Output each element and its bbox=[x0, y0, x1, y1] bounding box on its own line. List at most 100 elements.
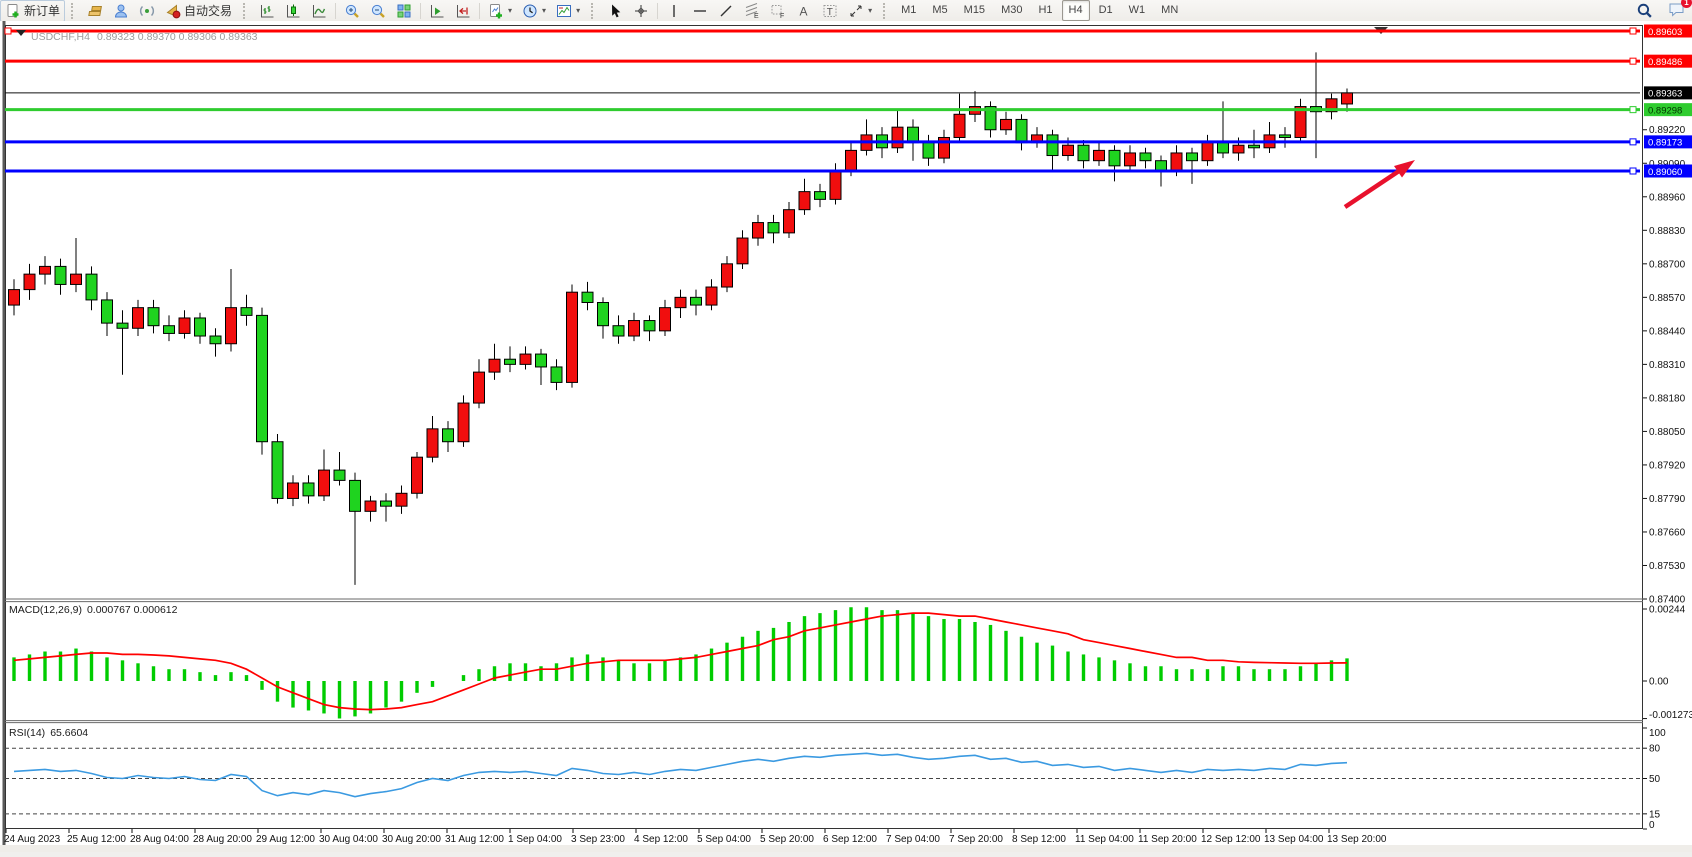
tile-windows-button[interactable] bbox=[391, 0, 417, 22]
signal-icon bbox=[139, 5, 155, 16]
timeframe-button-M15[interactable]: M15 bbox=[963, 4, 986, 16]
timeframe-button-H4[interactable]: H4 bbox=[1061, 0, 1090, 21]
chart-canvas[interactable]: 0.89220 0.89090 0.88960 0.88830 0.88700 0.885… bbox=[0, 21, 1692, 853]
candle bbox=[504, 358, 516, 365]
candle bbox=[194, 317, 206, 337]
time-axis-label: 24 Aug 2023 bbox=[4, 834, 61, 845]
horizontal-line-icon bbox=[694, 9, 707, 12]
bar-chart-mode-button[interactable] bbox=[254, 0, 280, 22]
text-a-glyph: A bbox=[800, 4, 808, 18]
timeframe-button-M5[interactable]: M5 bbox=[932, 4, 948, 16]
rsi-axis-tick-label: 80 bbox=[1649, 744, 1661, 755]
candle bbox=[1294, 106, 1307, 138]
candle bbox=[705, 286, 718, 306]
candle bbox=[581, 291, 594, 303]
charts-button[interactable] bbox=[82, 0, 108, 22]
notifications-button[interactable]: 1 bbox=[1668, 0, 1692, 20]
price-axis-tick-label: 0.88440 bbox=[1649, 326, 1686, 337]
fibo-expansion-icon: E bbox=[745, 2, 759, 19]
candle bbox=[1232, 144, 1245, 154]
horizontal-line-tool-button[interactable] bbox=[687, 0, 713, 22]
chart-frame bbox=[0, 21, 1692, 853]
window-left-edge bbox=[2, 21, 6, 852]
new-order-button[interactable]: 新订单 bbox=[0, 0, 66, 22]
arrows-tool-button[interactable]: ▾ bbox=[843, 0, 877, 22]
price-badge-label: 0.89363 bbox=[1648, 89, 1682, 100]
time-axis-label: 30 Aug 20:00 bbox=[382, 834, 441, 845]
rsi-pane[interactable] bbox=[5, 747, 1643, 815]
price-badge bbox=[1644, 86, 1692, 100]
fibo-e-glyph: E bbox=[754, 13, 759, 19]
zoom-out-button[interactable] bbox=[365, 0, 391, 22]
chart-shift-button[interactable] bbox=[450, 0, 476, 22]
profiles-button[interactable] bbox=[108, 0, 134, 22]
vertical-line-tool-button[interactable] bbox=[661, 0, 687, 22]
timeframe-button-MN[interactable]: MN bbox=[1161, 4, 1179, 16]
candle bbox=[225, 307, 237, 345]
vertical-line-icon bbox=[673, 4, 675, 17]
candlestick-mode-button[interactable] bbox=[280, 0, 306, 22]
price-axis-tick-label: 0.88960 bbox=[1649, 192, 1686, 203]
price-axis-tick-label: 0.89220 bbox=[1649, 125, 1686, 136]
indicators-button[interactable]: ▾ bbox=[483, 0, 517, 22]
macd-pane[interactable] bbox=[12, 607, 1349, 719]
price-axis-tick-label: 0.88570 bbox=[1649, 293, 1686, 304]
price-axis-tick-label: 0.87530 bbox=[1649, 561, 1686, 572]
hline-right-handle[interactable] bbox=[1629, 106, 1637, 114]
candle bbox=[318, 469, 330, 497]
main-chart-pane[interactable] bbox=[5, 27, 1640, 585]
hline-left-handle[interactable] bbox=[4, 27, 12, 35]
timeframe-button-M1[interactable]: M1 bbox=[901, 4, 917, 16]
cursor-tool-button[interactable] bbox=[602, 0, 628, 22]
hline-right-handle[interactable] bbox=[1629, 167, 1637, 175]
time-axis-label: 30 Aug 04:00 bbox=[319, 834, 378, 845]
text-t-glyph: T bbox=[827, 7, 833, 18]
periods-button[interactable]: ▾ bbox=[517, 0, 551, 22]
timeframe-button-W1[interactable]: W1 bbox=[1128, 4, 1146, 16]
candle bbox=[1015, 118, 1028, 144]
hline-right-handle[interactable] bbox=[1629, 138, 1637, 146]
candle bbox=[132, 307, 144, 329]
autotrade-button[interactable]: 自动交易 bbox=[160, 0, 237, 22]
candle bbox=[798, 191, 811, 211]
auto-scroll-button[interactable] bbox=[424, 0, 450, 22]
trendline-tool-button[interactable] bbox=[713, 0, 739, 22]
timeframe-button-H1[interactable]: H1 bbox=[1038, 4, 1053, 16]
new-order-icon bbox=[7, 3, 19, 17]
timeframe-button-M30[interactable]: M30 bbox=[1001, 4, 1023, 16]
trend-arrow-head[interactable] bbox=[1394, 160, 1415, 178]
autotrade-label: 自动交易 bbox=[184, 4, 233, 18]
time-axis-label: 13 Sep 04:00 bbox=[1264, 834, 1324, 845]
candle bbox=[364, 500, 377, 512]
candle bbox=[659, 307, 671, 332]
crosshair-tool-button[interactable] bbox=[628, 0, 654, 22]
bar-chart-icon bbox=[261, 4, 274, 17]
candle bbox=[597, 301, 609, 327]
candle bbox=[612, 325, 625, 337]
candle bbox=[70, 273, 82, 285]
candle bbox=[1124, 152, 1136, 167]
label-tool-button[interactable]: T bbox=[817, 0, 843, 22]
fibo-expansion-tool-button[interactable]: E bbox=[739, 0, 765, 22]
candle bbox=[783, 209, 795, 234]
search-button[interactable] bbox=[1631, 0, 1658, 22]
candle bbox=[1186, 152, 1198, 162]
line-chart-mode-button[interactable] bbox=[306, 0, 332, 22]
timeframe-button-D1[interactable]: D1 bbox=[1098, 4, 1113, 16]
fibo-fan-tool-button[interactable]: F bbox=[765, 0, 791, 22]
hline-right-handle[interactable] bbox=[1629, 27, 1637, 35]
hline-right-handle[interactable] bbox=[1629, 57, 1637, 65]
candle bbox=[628, 320, 640, 337]
zoom-in-button[interactable] bbox=[339, 0, 365, 22]
template-icon bbox=[557, 4, 572, 17]
text-tool-button[interactable]: A bbox=[791, 0, 817, 22]
signals-button[interactable] bbox=[134, 0, 160, 22]
candle bbox=[302, 482, 315, 497]
price-badge-label: 0.89173 bbox=[1648, 138, 1682, 149]
zoom-in-icon bbox=[345, 4, 359, 18]
chart-menu-triangle-icon[interactable] bbox=[16, 30, 26, 36]
toolbar-separator bbox=[657, 2, 659, 19]
annotations[interactable] bbox=[1343, 160, 1415, 209]
templates-button[interactable]: ▾ bbox=[551, 0, 585, 22]
trend-arrow-annotation[interactable] bbox=[1343, 169, 1401, 209]
